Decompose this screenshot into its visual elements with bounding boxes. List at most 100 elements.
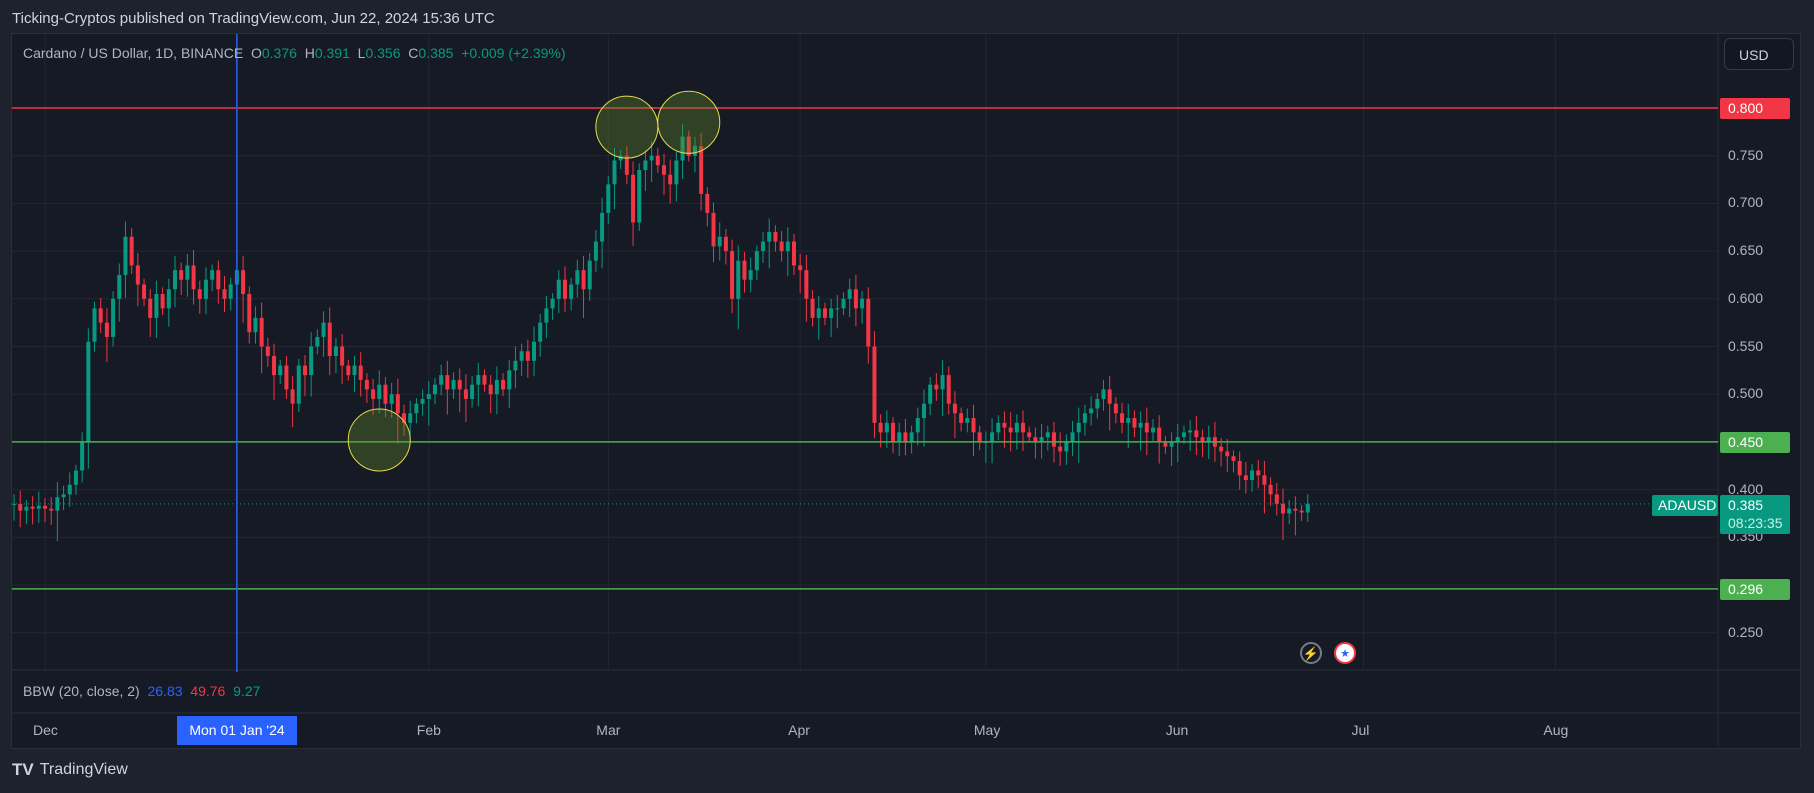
- candle-body: [996, 422, 1001, 433]
- candle-body: [928, 384, 933, 404]
- candle-body: [389, 394, 394, 404]
- lightning-icon[interactable]: ⚡: [1300, 642, 1322, 664]
- candle-body: [104, 322, 109, 337]
- candle-body: [971, 418, 976, 433]
- level-label-0296: 0.296: [1720, 579, 1790, 600]
- candle-body: [618, 155, 623, 161]
- candle-body: [1169, 441, 1174, 447]
- candle-body: [643, 160, 648, 171]
- candle-body: [129, 236, 134, 266]
- candle-body: [612, 160, 617, 185]
- candle-body: [315, 336, 320, 347]
- candle-body: [631, 174, 636, 223]
- candle-body: [835, 308, 840, 310]
- candle-body: [476, 375, 481, 385]
- candle-body: [668, 174, 673, 185]
- candle-body: [154, 294, 159, 318]
- chart-frame[interactable]: [11, 33, 1801, 749]
- candle-body: [259, 317, 264, 347]
- highlight-circle: [347, 408, 411, 472]
- candle-body: [371, 389, 376, 399]
- tradingview-logo[interactable]: TV TradingView: [12, 760, 128, 780]
- high-label: H: [304, 45, 315, 61]
- candle-body: [1082, 413, 1087, 423]
- crosshair-date-label: Mon 01 Jan '24: [177, 716, 297, 745]
- candle-body: [767, 232, 772, 242]
- symbol-legend: Cardano / US Dollar, 1D, BINANCE O0.376 …: [23, 45, 566, 61]
- candle-body: [296, 365, 301, 404]
- candle-body: [1225, 451, 1230, 457]
- candle-body: [575, 270, 580, 285]
- candle-body: [754, 251, 759, 271]
- candle-body: [197, 289, 202, 299]
- candle-body: [414, 403, 419, 414]
- candle-body: [1064, 441, 1069, 452]
- price-axis-label: 0.650: [1728, 242, 1764, 259]
- price-axis-label: 0.500: [1728, 385, 1764, 402]
- candle-body: [804, 270, 809, 299]
- candle-body: [67, 484, 72, 495]
- candle-body: [507, 370, 512, 390]
- currency-button[interactable]: USD: [1724, 38, 1794, 70]
- candle-body: [135, 265, 140, 285]
- candle-body: [1281, 503, 1285, 514]
- candle-body: [327, 322, 332, 357]
- candle-body: [662, 165, 666, 175]
- candle-body: [501, 379, 506, 390]
- candle-body: [736, 260, 741, 299]
- candle-body: [810, 298, 815, 318]
- candle-body: [934, 384, 939, 390]
- candle-body: [1219, 446, 1224, 452]
- bbw-indicator-legend[interactable]: BBW (20, close, 2) 26.83 49.76 9.27: [23, 683, 260, 699]
- bbw-name: BBW (20, close, 2): [23, 683, 140, 699]
- candle-body: [1113, 403, 1118, 414]
- candle-body: [321, 322, 326, 337]
- candle-body: [798, 265, 803, 271]
- candle-body: [1101, 389, 1106, 399]
- candle-body: [519, 351, 524, 361]
- bar-countdown: 08:23:35: [1728, 515, 1783, 531]
- candle-body: [49, 508, 54, 511]
- candle-body: [525, 351, 530, 361]
- candle-body: [674, 160, 679, 185]
- open-value: 0.376: [261, 45, 297, 61]
- candle-body: [302, 365, 307, 376]
- candle-body: [247, 294, 252, 333]
- candle-body: [872, 346, 877, 423]
- level-label-0800: 0.800: [1720, 98, 1790, 119]
- candle-body: [123, 236, 128, 275]
- candle-body: [55, 497, 60, 511]
- candle-body: [1014, 422, 1019, 433]
- time-axis-label: Feb: [416, 722, 441, 738]
- candle-body: [742, 260, 747, 280]
- candle-body: [1089, 408, 1094, 414]
- candle-body: [538, 322, 543, 342]
- candle-body: [791, 241, 796, 266]
- candle-body: [1163, 441, 1168, 447]
- candle-body: [878, 422, 883, 433]
- candle-body: [686, 136, 691, 156]
- candle-body: [216, 270, 221, 290]
- candle-body: [816, 308, 821, 318]
- candle-body: [884, 422, 889, 433]
- candle-body: [439, 375, 444, 385]
- candle-body: [445, 375, 450, 390]
- candle-body: [284, 365, 289, 390]
- candle-body: [1051, 432, 1056, 447]
- candle-body: [680, 136, 685, 161]
- candle-body: [98, 308, 103, 323]
- candle-body: [179, 270, 184, 280]
- time-axis-label: Jun: [1165, 722, 1189, 738]
- published-caption: Ticking-Cryptos published on TradingView…: [12, 10, 495, 27]
- candle-body: [494, 379, 499, 395]
- candle-body: [544, 308, 549, 323]
- candle-body: [1027, 432, 1032, 438]
- candle-body: [86, 341, 91, 442]
- candle-body: [1002, 422, 1007, 428]
- us-flag-icon[interactable]: ★: [1334, 642, 1356, 664]
- candle-body: [1194, 430, 1199, 438]
- candle-body: [1200, 437, 1205, 442]
- candle-body: [346, 365, 351, 376]
- candle-body: [600, 212, 605, 242]
